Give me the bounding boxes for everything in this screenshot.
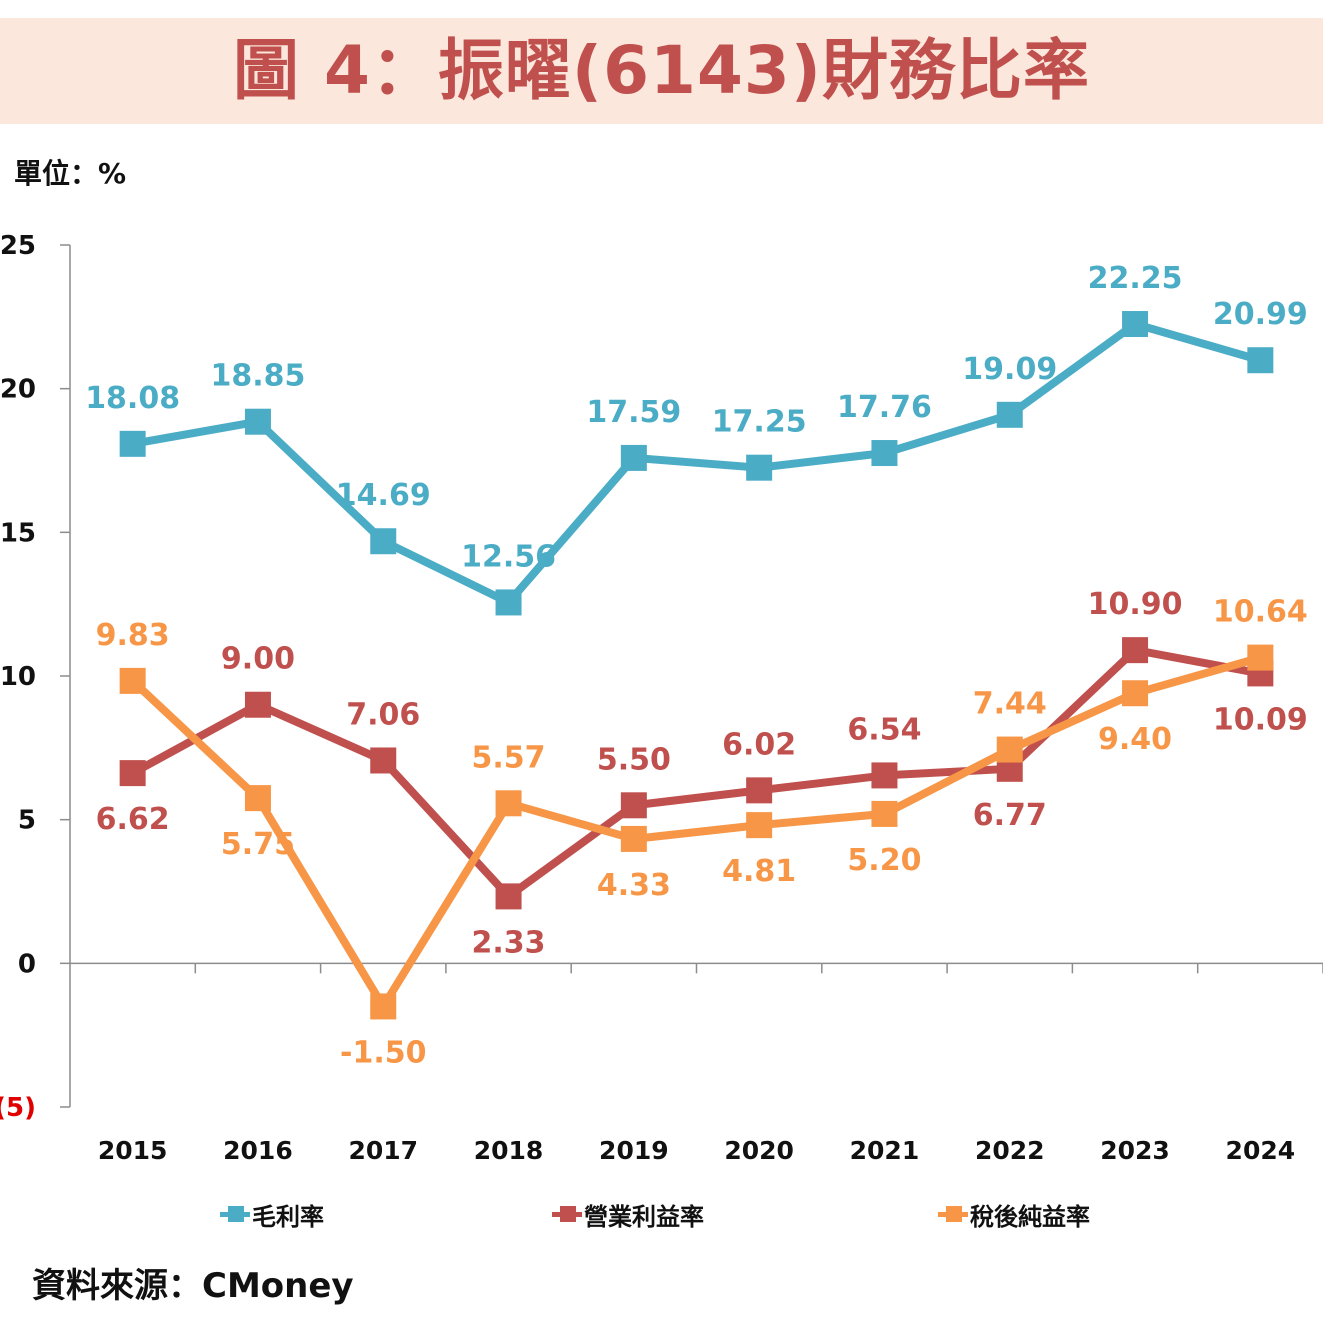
series-line [131, 320, 1262, 607]
data-point-marker [746, 454, 773, 481]
data-label: 6.62 [96, 802, 170, 837]
x-tick-label: 2015 [98, 1136, 168, 1165]
data-point-marker [119, 760, 146, 787]
series-2 [119, 637, 1274, 910]
data-point-marker [871, 800, 898, 827]
data-point-marker [244, 691, 271, 718]
data-point-marker [1122, 637, 1149, 664]
data-label: 7.06 [346, 697, 420, 732]
y-tick-label: 0 [18, 949, 36, 979]
data-point-marker [244, 785, 271, 812]
data-label: 17.76 [837, 390, 932, 425]
data-point-marker [746, 812, 773, 839]
data-label: 9.00 [221, 642, 295, 677]
title-banner [0, 18, 1323, 124]
data-point-marker [996, 736, 1023, 763]
x-tick-label: 2019 [599, 1136, 669, 1165]
data-point-marker [871, 762, 898, 789]
data-label: 5.50 [597, 742, 671, 777]
x-tick-label: 2021 [850, 1136, 920, 1165]
data-label: 10.64 [1213, 595, 1308, 630]
data-label: 12.56 [461, 539, 556, 574]
y-tick-label: 10 [0, 662, 36, 692]
data-point-marker [620, 444, 647, 471]
data-label: 4.81 [722, 854, 796, 889]
data-label: 10.90 [1088, 587, 1183, 622]
data-label: 2.33 [472, 925, 546, 960]
legend-label: 稅後純益率 [970, 1202, 1090, 1231]
chart-title: 圖 4：振曜(6143)財務比率 [233, 32, 1090, 109]
data-point-marker [1247, 347, 1274, 374]
y-tick-label: 5 [18, 806, 36, 836]
y-tick-label: 15 [0, 518, 36, 548]
data-point-marker [1122, 680, 1149, 707]
x-tick-label: 2018 [474, 1136, 544, 1165]
data-point-marker [746, 777, 773, 804]
data-label: 6.77 [973, 798, 1047, 833]
data-label: 9.40 [1098, 722, 1172, 757]
series-3 [119, 644, 1274, 1020]
data-label: 17.25 [712, 405, 807, 440]
legend-item: 毛利率 [220, 1196, 324, 1232]
x-tick-label: 2024 [1226, 1136, 1296, 1165]
data-label: 20.99 [1213, 297, 1308, 332]
data-label: 5.75 [221, 827, 295, 862]
x-tick-label: 2022 [975, 1136, 1045, 1165]
data-label: 18.85 [210, 359, 305, 394]
data-point-marker [495, 883, 522, 910]
legend-swatch-icon [552, 1204, 582, 1224]
data-point-marker [495, 589, 522, 616]
data-label: 6.02 [722, 727, 796, 762]
legend-label: 毛利率 [252, 1202, 324, 1231]
data-label: 19.09 [962, 352, 1057, 387]
data-label: 17.59 [586, 395, 681, 430]
data-label: 18.08 [85, 381, 180, 416]
data-label: 14.69 [336, 478, 431, 513]
data-label: 4.33 [597, 868, 671, 903]
data-label: 7.44 [973, 687, 1047, 722]
legend-swatch-icon [938, 1204, 968, 1224]
data-point-marker [620, 825, 647, 852]
data-label: 5.20 [847, 843, 921, 878]
data-label: -1.50 [340, 1035, 426, 1070]
data-point-marker [119, 667, 146, 694]
data-point-marker [370, 528, 397, 555]
data-label: 10.09 [1213, 702, 1308, 737]
data-point-marker [1122, 311, 1149, 338]
legend-swatch-icon [220, 1204, 250, 1224]
x-tick-label: 2016 [223, 1136, 293, 1165]
axes: 2520151050(5)201520162017201820192020202… [0, 231, 1323, 1165]
series-lines [119, 311, 1274, 1020]
legend-label: 營業利益率 [584, 1202, 704, 1231]
data-label: 22.25 [1088, 261, 1183, 296]
data-point-marker [1247, 644, 1274, 671]
y-tick-label: (5) [0, 1093, 36, 1123]
data-point-marker [495, 790, 522, 817]
data-point-marker [996, 401, 1023, 428]
data-point-marker [244, 408, 271, 435]
legend-item: 營業利益率 [552, 1196, 704, 1232]
data-point-marker [370, 747, 397, 774]
data-point-marker [620, 792, 647, 819]
data-labels: 18.08 18.85 14.69 12.56 17.59 17.25 17.76 19.09… [85, 261, 1308, 1070]
y-tick-label: 20 [0, 375, 36, 405]
x-tick-label: 2017 [348, 1136, 418, 1165]
legend-item: 稅後純益率 [938, 1196, 1090, 1232]
data-label: 6.54 [847, 712, 921, 747]
data-point-marker [370, 993, 397, 1020]
source-note: 資料來源：CMoney [32, 1266, 354, 1306]
data-point-marker [871, 440, 898, 467]
unit-label: 單位：% [14, 157, 127, 190]
x-tick-label: 2023 [1100, 1136, 1170, 1165]
data-label: 9.83 [96, 618, 170, 653]
y-tick-label: 25 [0, 231, 36, 261]
series-line [130, 646, 1262, 901]
data-point-marker [119, 430, 146, 457]
series-1 [119, 311, 1274, 616]
data-label: 5.57 [472, 740, 546, 775]
x-tick-label: 2020 [724, 1136, 794, 1165]
series-line [129, 653, 1262, 1011]
